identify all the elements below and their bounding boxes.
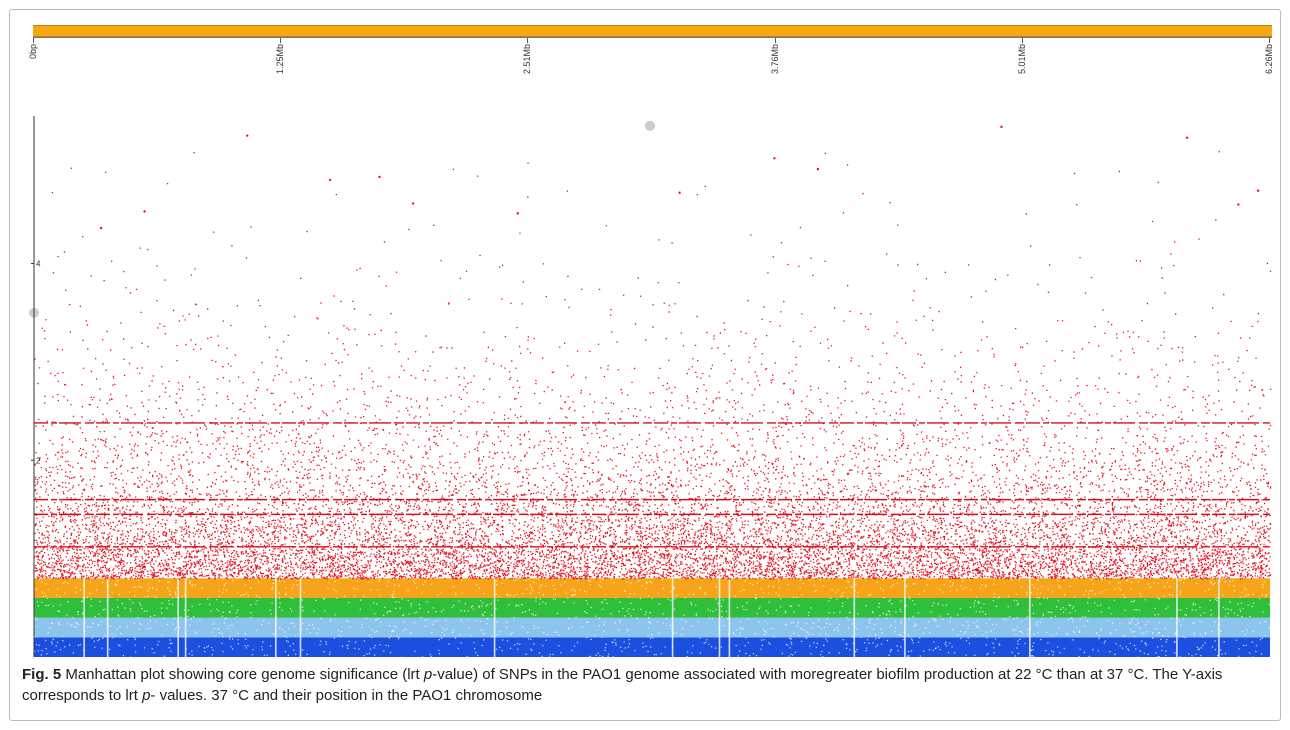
band (34, 617, 1270, 638)
snp-point (328, 178, 332, 182)
x-tick (33, 38, 34, 43)
snp-point (1185, 136, 1189, 139)
snp-point (246, 134, 249, 137)
line-layer (34, 422, 1270, 548)
band (34, 637, 1270, 657)
band-gap (728, 578, 731, 657)
caption-italic-1: p (423, 666, 433, 683)
snp-points (34, 151, 1272, 580)
x-tick (280, 38, 281, 43)
caption-text-1: Manhattan plot showing core genome signi… (61, 666, 424, 683)
band (34, 597, 1270, 618)
x-tick (775, 38, 776, 43)
band-gap (493, 578, 496, 657)
snp-point (1256, 189, 1260, 192)
snp-point (516, 212, 519, 215)
band-gap (299, 578, 302, 657)
points-layer (29, 120, 1272, 580)
snp-point (1237, 203, 1240, 206)
band-gap (177, 578, 179, 657)
figure-caption: Fig. 5 Manhattan plot showing core genom… (22, 664, 1262, 706)
band-gap (83, 578, 85, 657)
snp-point (411, 202, 415, 205)
snp-point (378, 175, 381, 179)
x-tick (1022, 38, 1023, 43)
caption-fig-label: Fig. 5 (22, 666, 62, 683)
chromosome-bar (33, 25, 1272, 37)
band-gap (718, 578, 721, 657)
snp-point (678, 191, 681, 194)
band-gap (184, 578, 187, 657)
snp-point (816, 167, 820, 171)
snp-point (1000, 125, 1003, 129)
y-tick-label: 4 (36, 260, 41, 269)
band-layer (34, 578, 1272, 659)
caption-text-3: - values. 37 °C and their position in th… (150, 687, 543, 704)
snp-point (99, 226, 103, 230)
x-tick (1269, 38, 1270, 43)
band-gap (1218, 578, 1220, 657)
band-gap (1029, 578, 1031, 657)
x-tick (527, 38, 528, 43)
y-tick-label: 2 (36, 456, 41, 465)
band-gap (853, 578, 856, 657)
caption-italic-2: p (142, 687, 151, 704)
band-gap (671, 578, 674, 657)
y-axis: 24 (31, 116, 41, 657)
band-gap (904, 578, 906, 657)
snp-point (773, 157, 776, 160)
band-gap (106, 578, 109, 657)
band (34, 578, 1270, 598)
band-gap (275, 578, 277, 657)
caption-text-2: -value) of SNPs in the PAO1 genome assoc… (22, 666, 1223, 704)
snp-point (143, 210, 146, 213)
chromosome-axis (33, 37, 1272, 38)
band-gap (1176, 578, 1178, 657)
highlighted-point (645, 120, 656, 131)
